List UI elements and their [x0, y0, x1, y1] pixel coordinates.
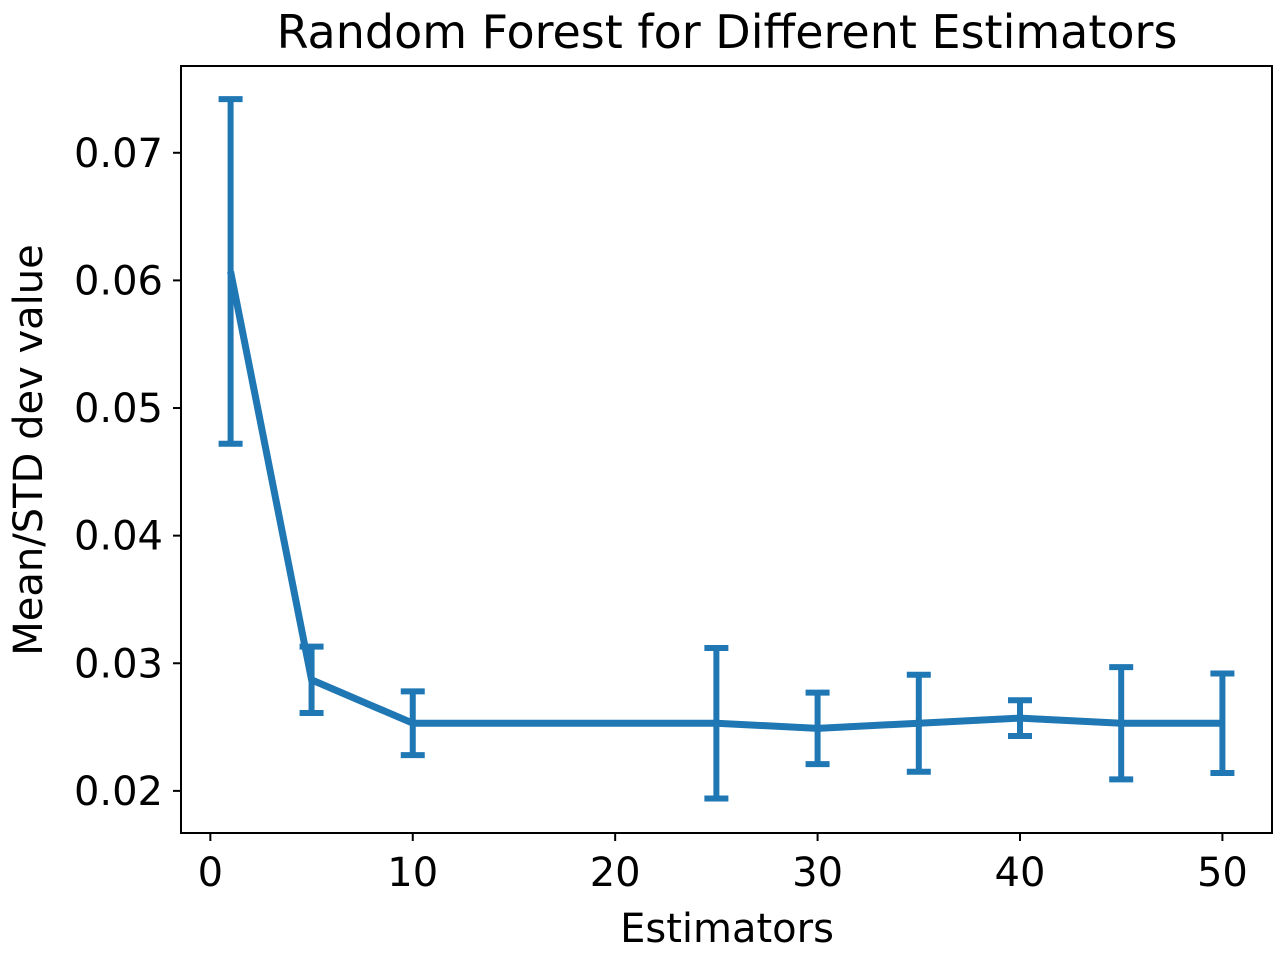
error-bar: [805, 689, 830, 768]
y-tick-label: 0.02: [74, 769, 163, 815]
error-bar: [704, 644, 729, 802]
chart-title: Random Forest for Different Estimators: [277, 5, 1178, 59]
plot-area: [218, 96, 1235, 802]
y-tick-label: 0.03: [74, 641, 163, 687]
error-bar: [400, 688, 425, 759]
x-tick-label: 50: [1197, 850, 1248, 896]
error-bar: [299, 643, 324, 717]
x-tick-label: 20: [590, 850, 641, 896]
error-bar: [1007, 697, 1032, 740]
y-tick-label: 0.07: [74, 131, 163, 177]
series-line: [227, 270, 1223, 732]
x-tick-label: 30: [792, 850, 843, 896]
x-tick-label: 40: [995, 850, 1046, 896]
x-tick-label: 10: [387, 850, 438, 896]
error-bar: [1109, 664, 1134, 783]
error-bar: [218, 96, 243, 447]
y-axis-ticks: 0.02 0.03 0.04 0.05 0.06 0.07: [74, 131, 181, 815]
x-axis-ticks: 0 10 20 30 40 50: [198, 833, 1248, 896]
error-bar: [906, 671, 931, 775]
y-axis-label: Mean/STD dev value: [6, 244, 52, 655]
y-tick-label: 0.06: [74, 258, 163, 304]
plot-frame: [180, 65, 1273, 834]
error-bar: [1210, 670, 1235, 777]
x-tick-label: 0: [198, 850, 223, 896]
y-tick-label: 0.04: [74, 514, 163, 560]
y-tick-label: 0.05: [74, 386, 163, 432]
x-axis-label: Estimators: [620, 906, 834, 952]
